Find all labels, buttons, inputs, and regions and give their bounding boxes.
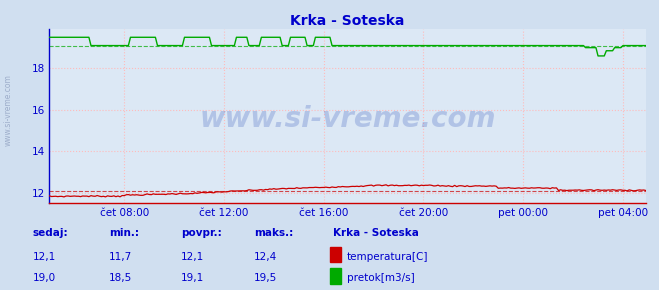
Text: 19,1: 19,1 [181,273,204,283]
Text: 12,4: 12,4 [254,251,277,262]
Text: povpr.:: povpr.: [181,228,222,238]
Text: www.si-vreme.com: www.si-vreme.com [3,74,13,146]
Text: 11,7: 11,7 [109,251,132,262]
Text: temperatura[C]: temperatura[C] [347,251,428,262]
Text: min.:: min.: [109,228,139,238]
Text: www.si-vreme.com: www.si-vreme.com [200,106,496,133]
Text: Krka - Soteska: Krka - Soteska [333,228,418,238]
Text: 12,1: 12,1 [33,251,56,262]
Text: pretok[m3/s]: pretok[m3/s] [347,273,415,283]
Text: 12,1: 12,1 [181,251,204,262]
Title: Krka - Soteska: Krka - Soteska [291,14,405,28]
Text: maks.:: maks.: [254,228,293,238]
Text: 19,5: 19,5 [254,273,277,283]
Text: 18,5: 18,5 [109,273,132,283]
Text: sedaj:: sedaj: [33,228,69,238]
Text: 19,0: 19,0 [33,273,56,283]
